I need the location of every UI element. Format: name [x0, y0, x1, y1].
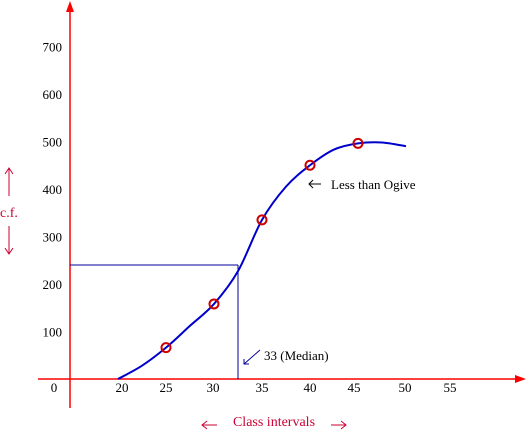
x-tick-label: 55 — [444, 380, 457, 395]
data-point-marker — [256, 214, 268, 226]
data-point-markers — [160, 137, 364, 354]
data-point-marker — [208, 298, 220, 310]
y-title-up-arrowhead — [4, 167, 14, 175]
data-point-marker — [304, 159, 316, 171]
y-tick-label: 400 — [43, 182, 63, 197]
x-tick-label: 0 — [51, 380, 58, 395]
y-axis-arrowhead — [66, 1, 74, 12]
y-tick-label: 500 — [43, 135, 63, 150]
median-label: 33 (Median) — [264, 348, 329, 363]
x-tick-label: 45 — [348, 380, 361, 395]
y-title-down-arrowhead — [4, 247, 14, 255]
y-tick-label: 300 — [43, 230, 63, 245]
x-axis-title: Class intervals — [233, 415, 315, 430]
y-tick-label: 200 — [43, 277, 63, 292]
data-point-marker — [352, 137, 364, 149]
x-tick-label: 25 — [160, 380, 173, 395]
x-tick-label: 50 — [399, 380, 412, 395]
ogive-curve-layer — [117, 141, 407, 380]
x-title-left-arrowhead — [201, 420, 208, 430]
y-tick-label: 600 — [43, 87, 63, 102]
ogive-curve-line — [117, 141, 407, 380]
x-tick-label: 40 — [304, 380, 317, 395]
y-tick-label: 700 — [43, 40, 63, 55]
x-tick-label: 20 — [116, 380, 129, 395]
y-tick-label: 100 — [43, 325, 63, 340]
x-axis-arrowhead — [515, 375, 526, 383]
median-label-arrow-line — [243, 349, 261, 365]
x-tick-label: 30 — [207, 380, 220, 395]
x-title-right-arrowhead — [340, 420, 347, 430]
y-axis-title: c.f. — [0, 206, 18, 221]
annotations: Less than Ogive 33 (Median) — [4, 167, 416, 430]
x-tick-label: 35 — [256, 380, 269, 395]
ogive-label-arrowhead — [308, 179, 314, 189]
ogive-label: Less than Ogive — [331, 177, 416, 192]
median-guides — [70, 264, 239, 379]
axes — [38, 1, 526, 408]
tick-labels: 0 20 25 30 35 40 45 50 55 100 200 300 400 500 600 700 — [43, 40, 457, 396]
median-label-arrowhead — [243, 359, 249, 365]
data-point-marker — [160, 342, 172, 354]
